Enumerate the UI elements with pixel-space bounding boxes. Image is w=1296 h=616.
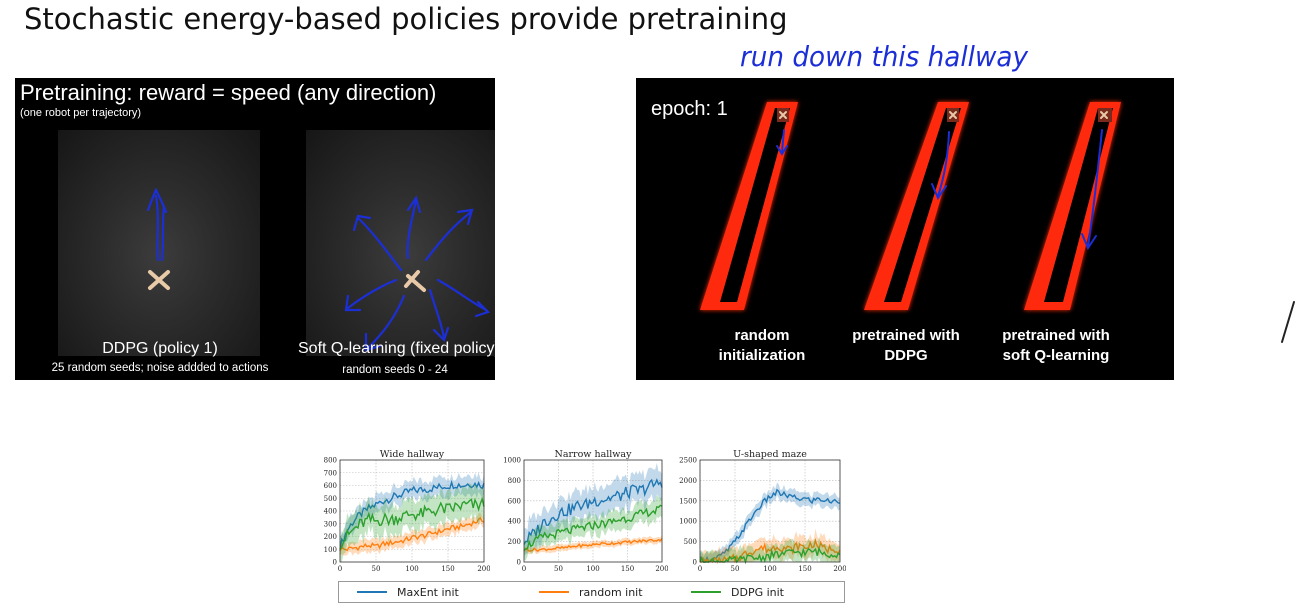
series-line-0: [699, 488, 841, 563]
x-tick-label: 150: [441, 565, 454, 573]
plot-frame: [699, 459, 841, 563]
ddpg-arena: [58, 130, 260, 356]
plot-frame: [523, 459, 663, 563]
series-line-1: [523, 538, 663, 553]
y-tick-label: 2500: [679, 457, 697, 465]
video-title: Pretraining: reward = speed (any directi…: [20, 80, 437, 105]
y-tick-label: 1500: [679, 497, 697, 505]
x-tick-label: 0: [338, 565, 342, 573]
hallway-soft-q: [1024, 102, 1121, 310]
legend-swatch: [357, 591, 387, 593]
y-tick-label: 300: [324, 520, 337, 528]
series-line-1: [339, 516, 485, 552]
robot-icon: [148, 270, 170, 290]
soft-q-arena-svg: [344, 195, 491, 352]
label-pretrained-ddpg: pretrained with DDPG: [852, 327, 960, 364]
video-subtitle: (one robot per trajectory): [20, 107, 142, 119]
chart-narrow-hallway: Narrow hallway 0 200 400 600 800 1000 0 50 100 150…: [503, 449, 668, 573]
y-tick-label: 700: [324, 469, 337, 477]
series-band-2: [340, 483, 484, 562]
series-line-0: [523, 478, 663, 545]
slide-title: Stochastic energy-based policies provide…: [24, 2, 788, 36]
y-tick-label: 200: [324, 533, 337, 541]
ink-arrows-all-directions: [344, 195, 491, 352]
x-tick-label: 100: [586, 565, 599, 573]
hallway-video-panel: epoch: 1: [636, 78, 1174, 380]
y-tick-label: 500: [324, 495, 337, 503]
legend-swatch: [691, 591, 721, 593]
x-tick-label: 150: [798, 565, 811, 573]
y-tick-label: 600: [324, 482, 337, 490]
pretraining-video-panel: Pretraining: reward = speed (any directi…: [15, 78, 495, 380]
label-random-init: random initialization: [718, 327, 806, 364]
chart-wide-hallway: Wide hallway 0 100 200 300 400 500 600 700 800 0 50…: [324, 449, 490, 573]
series-band-0: [340, 472, 484, 559]
chart-title: Narrow hallway: [555, 449, 633, 460]
legend-item-random: random init: [539, 582, 643, 602]
x-tick-label: 200: [833, 565, 846, 573]
y-tick-label: 0: [517, 559, 521, 567]
y-tick-label: 800: [508, 477, 521, 485]
legend-item-ddpg: DDPG init: [691, 582, 784, 602]
epoch-label: epoch: 1: [651, 98, 728, 120]
x-tick-label: 50: [731, 565, 740, 573]
handwriting-svg: run down this hallway: [740, 40, 1028, 73]
x-tick-label: 0: [698, 565, 702, 573]
series-band-0: [700, 482, 840, 562]
soft-q-arena: [306, 130, 495, 356]
y-tick-label: 500: [684, 538, 697, 546]
y-tick-label: 200: [508, 538, 521, 546]
x-tick-label: 200: [477, 565, 490, 573]
y-tick-label: 600: [508, 497, 521, 505]
ink-arrow-up: [146, 187, 168, 262]
x-tick-label: 0: [522, 565, 526, 573]
hallway-scene: [700, 102, 1121, 310]
series-line-2: [339, 496, 485, 550]
ddpg-arena-svg: [146, 187, 170, 290]
x-tick-label: 100: [763, 565, 776, 573]
handwriting-text: run down this hallway: [740, 40, 1028, 73]
y-tick-label: 100: [324, 546, 337, 554]
x-tick-label: 50: [554, 565, 563, 573]
chart-title: Wide hallway: [380, 449, 445, 460]
x-tick-label: 200: [655, 565, 668, 573]
chart-u-shaped-maze: U-shaped maze 0 500 1000 1500 2000 2500 0 50 100 1…: [679, 449, 846, 573]
chart-legend: MaxEnt init random init DDPG init: [338, 581, 845, 603]
y-tick-label: 2000: [679, 477, 697, 485]
soft-q-caption-detail: random seeds 0 - 24: [342, 364, 448, 376]
hallway-ddpg: [864, 102, 969, 310]
ddpg-caption: DDPG (policy 1): [102, 340, 218, 357]
soft-q-caption: Soft Q-learning (fixed policy): [298, 340, 495, 357]
plot-frame: [339, 459, 485, 563]
x-tick-label: 100: [405, 565, 418, 573]
x-tick-label: 150: [621, 565, 634, 573]
y-tick-label: 0: [333, 559, 337, 567]
robot-icons: [779, 111, 1108, 119]
series-line-2: [523, 504, 663, 552]
series-line-0: [339, 479, 485, 551]
legend-swatch: [539, 591, 569, 593]
x-tick-label: 50: [372, 565, 381, 573]
y-tick-label: 400: [324, 508, 337, 516]
y-tick-label: 1000: [503, 457, 521, 465]
pen-stroke-mark: [1281, 301, 1295, 343]
chart-title: U-shaped maze: [733, 449, 807, 460]
y-tick-label: 400: [508, 518, 521, 526]
robot-icon: [404, 270, 426, 292]
y-tick-label: 0: [693, 559, 697, 567]
label-pretrained-soft-q: pretrained with soft Q-learning: [1002, 327, 1110, 364]
y-tick-label: 800: [324, 457, 337, 465]
ink-arrows-down: [776, 129, 1103, 251]
series-line-1: [700, 538, 841, 564]
series-band-0: [524, 462, 662, 557]
ddpg-caption-detail: 25 random seeds; noise addded to actions: [51, 362, 269, 374]
handwritten-annotation: run down this hallway: [690, 22, 1050, 80]
y-tick-label: 1000: [679, 518, 697, 526]
legend-item-maxent: MaxEnt init: [357, 582, 459, 602]
